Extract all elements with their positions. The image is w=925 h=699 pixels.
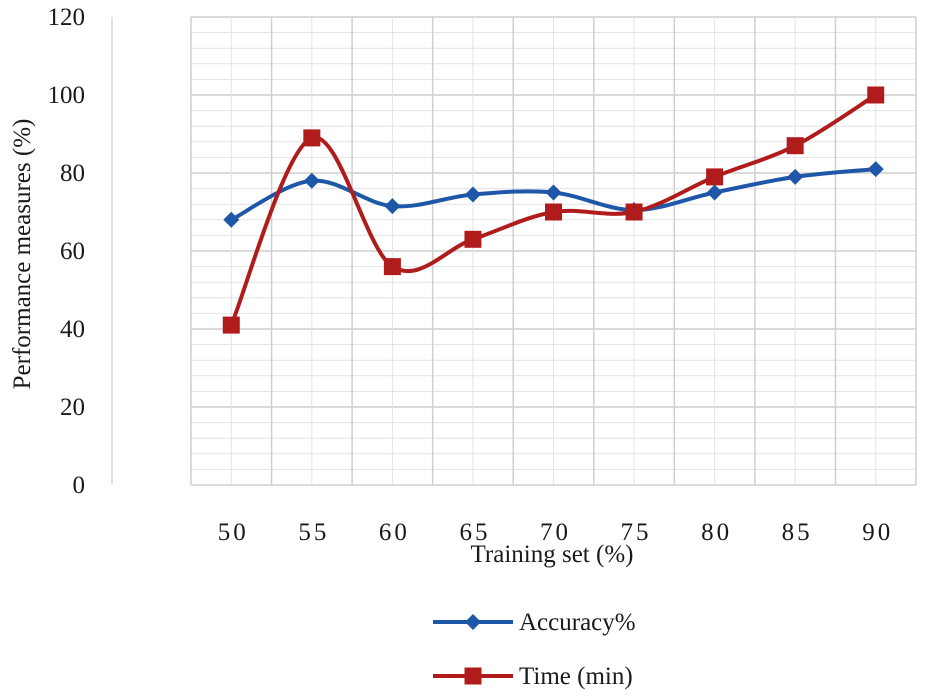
- x-tick-label: 85: [782, 519, 813, 546]
- y-tick-label: 40: [60, 316, 85, 343]
- data-point-time: [303, 129, 321, 147]
- data-point-accuracy: [706, 184, 723, 201]
- data-point-accuracy: [303, 172, 320, 189]
- legend-label: Accuracy%: [519, 609, 636, 636]
- data-point-time: [383, 258, 401, 276]
- x-tick-label: 50: [218, 519, 249, 546]
- data-point-accuracy: [223, 211, 240, 228]
- x-tick-label: 65: [459, 519, 490, 546]
- data-point-accuracy: [384, 198, 401, 215]
- legend[interactable]: Accuracy% Time (min): [433, 609, 636, 690]
- x-tick-label: 90: [862, 519, 893, 546]
- y-tick-label: 0: [73, 472, 86, 499]
- data-point-accuracy: [545, 184, 562, 201]
- data-point-accuracy: [867, 161, 884, 178]
- x-axis-label: Training set (%): [471, 541, 634, 568]
- data-point-time: [464, 230, 482, 248]
- data-point-time: [867, 86, 885, 104]
- y-tick-label: 100: [48, 82, 86, 109]
- legend-marker: [465, 614, 481, 630]
- y-tick-label: 60: [60, 238, 85, 265]
- data-point-time: [545, 203, 562, 221]
- x-tick-label: 55: [298, 519, 329, 546]
- y-tick-label: 20: [60, 394, 85, 421]
- series-group: [222, 86, 885, 334]
- data-point-accuracy: [787, 168, 804, 185]
- data-point-time: [706, 168, 724, 186]
- y-tick-label: 120: [48, 4, 86, 31]
- data-point-time: [222, 316, 240, 334]
- data-point-accuracy: [464, 186, 481, 203]
- y-axis-label: Performance measures (%): [9, 119, 36, 390]
- data-point-time: [625, 203, 643, 221]
- x-tick-label: 75: [621, 519, 652, 546]
- legend-item-accuracy[interactable]: Accuracy%: [433, 609, 636, 636]
- legend-marker: [464, 667, 482, 685]
- grid: [111, 16, 917, 486]
- series-time: [222, 86, 885, 334]
- x-tick-label: 60: [379, 519, 410, 546]
- x-tick-label: 70: [540, 519, 571, 546]
- legend-label: Time (min): [519, 663, 633, 690]
- legend-item-time[interactable]: Time (min): [433, 663, 633, 690]
- x-axis: 50 55 60 65 70 75 80 85 90: [218, 519, 893, 546]
- y-tick-label: 80: [60, 160, 85, 187]
- y-axis: 0 20 40 60 80 100 120: [48, 4, 86, 499]
- x-tick-label: 80: [701, 519, 732, 546]
- data-point-time: [786, 137, 804, 155]
